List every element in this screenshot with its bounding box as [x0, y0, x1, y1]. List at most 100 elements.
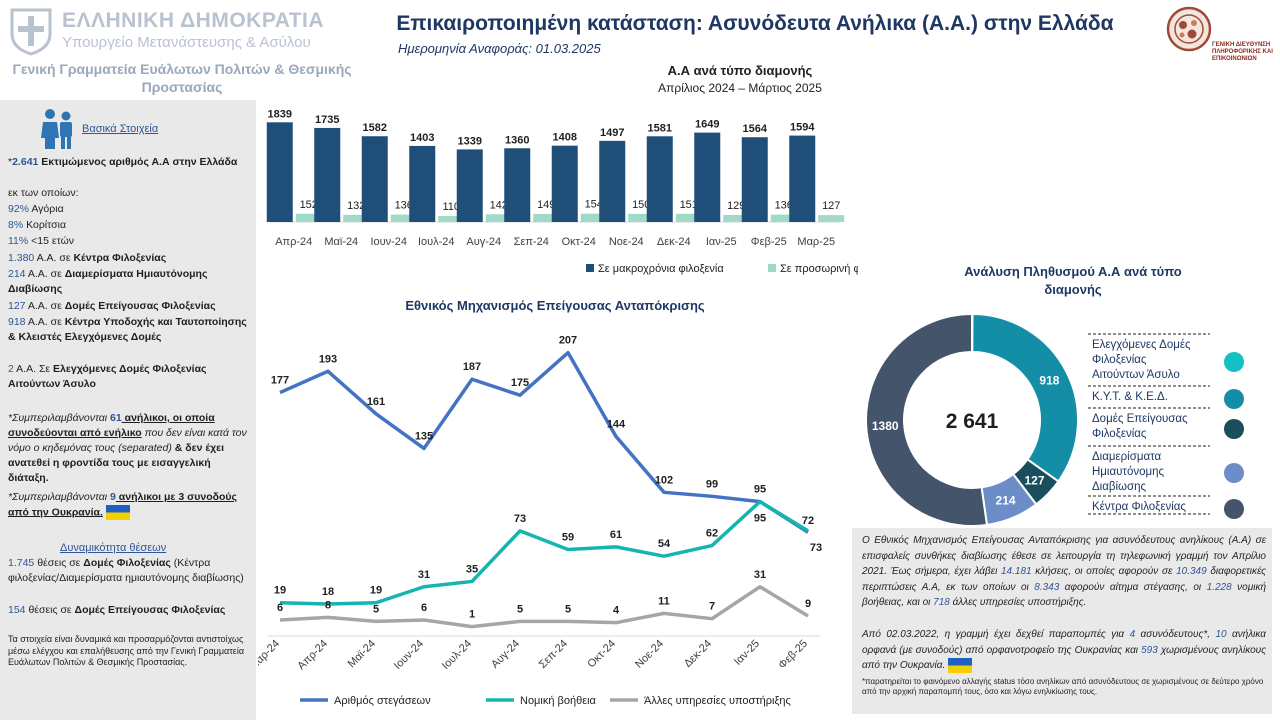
girls-line: 8% Κορίτσια — [8, 219, 67, 231]
bar-long-term — [266, 122, 293, 222]
line-chart-title: Εθνικός Μηχανισμός Επείγουσας Ανταπόκρισ… — [405, 298, 705, 313]
line-category-label: Οκτ-24 — [585, 638, 618, 671]
bar-category-label: Οκτ-24 — [562, 236, 596, 248]
donut-legend-swatch — [1224, 389, 1244, 409]
emergency-capacity-line: 154 θέσεις σε Δομές Επείγουσας Φιλοξενία… — [8, 604, 226, 616]
legend-swatch-temporary — [768, 264, 776, 272]
line-value-label: 5 — [517, 603, 523, 615]
directorate-logo-caption: ΓΕΝΙΚΗ ΔΙΕΥΘΥΝΣΗ ΠΛΗΡΟΦΟΡΙΚΗΣ ΚΑΙ ΕΠΙΚΟΙ… — [1212, 42, 1273, 62]
bar-category-label: Μαρ-25 — [797, 236, 835, 248]
bar-value-label: 154 — [585, 199, 603, 211]
line-value-label: 11 — [658, 595, 670, 607]
bar-long-term — [599, 140, 626, 222]
directorate-logo-icon — [1166, 6, 1212, 52]
bar-long-term — [456, 149, 483, 222]
line-value-label: 1 — [469, 609, 475, 621]
donut-legend-swatch — [1224, 499, 1244, 519]
bar-long-term — [646, 136, 673, 222]
asylum-structures-line: 2 Α.Α. Σε Ελεγχόμενες Δομές Φιλοξενίας Α… — [8, 363, 207, 390]
line-value-label: 19 — [370, 585, 382, 597]
children-icon — [41, 109, 72, 149]
bar-value-label: 1403 — [410, 132, 434, 144]
bar-temporary — [723, 215, 750, 222]
bar-value-label: 149 — [537, 199, 555, 211]
line-value-label: 73 — [514, 513, 526, 525]
greek-emblem-icon — [10, 8, 52, 56]
emergency-structures-line: 127 Α.Α. σε Δομές Επείγουσας Φιλοξενίας — [8, 300, 216, 312]
bar-category-label: Δεκ-24 — [657, 236, 691, 248]
bar-category-label: Αυγ-24 — [466, 236, 501, 248]
donut-slice — [865, 312, 989, 527]
bar-long-term — [551, 145, 578, 222]
line-value-label: 54 — [658, 538, 671, 550]
line-value-label: 61 — [610, 529, 622, 541]
left-info-panel — [0, 100, 256, 720]
bar-temporary — [295, 213, 322, 222]
donut-center-total: 2 641 — [946, 410, 999, 433]
of-which-line: εκ των οποίων: — [8, 187, 79, 199]
bar-value-label: 1649 — [695, 119, 719, 131]
line-housing — [279, 350, 809, 534]
bar-temporary — [580, 213, 607, 222]
boys-line: 92% Αγόρια — [8, 203, 64, 215]
donut-value-label: 918 — [1039, 373, 1059, 387]
line-value-label: 5 — [565, 603, 571, 615]
bar-long-term — [409, 145, 436, 222]
line-value-label: 99 — [706, 478, 718, 490]
reference-date: Ημερομηνία Αναφοράς: 01.03.2025 — [398, 41, 601, 56]
semi-independent-line: 214 Α.Α. σε Διαμερίσματα Ημιαυτόνομης Δι… — [8, 268, 208, 295]
bar-temporary — [390, 214, 417, 222]
line-value-label: 187 — [463, 361, 481, 373]
line-value-label: 6 — [277, 602, 283, 614]
ukraine-flag-icon — [948, 658, 973, 673]
donut-legend-label: Κέντρα Φιλοξενίας — [1092, 501, 1186, 513]
line-value-label: 4 — [613, 605, 620, 617]
line-value-label: 144 — [607, 418, 626, 430]
bar-value-label: 1839 — [268, 108, 292, 120]
line-value-label: 31 — [754, 569, 766, 581]
line-value-label: 177 — [271, 375, 289, 387]
bar-value-label: 1360 — [505, 134, 529, 146]
bar-value-label: 152 — [300, 199, 318, 211]
bar-value-label: 151 — [680, 199, 698, 211]
bar-value-label: 142 — [490, 199, 508, 211]
line-value-label: 207 — [559, 335, 577, 347]
legend-line-label: Άλλες υπηρεσίες υποστήριξης — [644, 695, 791, 707]
bar-temporary — [628, 213, 655, 222]
bar-long-term — [741, 137, 768, 222]
line-value-label: 95 — [754, 513, 766, 525]
line-legal — [279, 499, 809, 606]
bar-category-label: Ιαν-25 — [706, 236, 737, 248]
bar-category-label: Ιουλ-24 — [418, 236, 455, 248]
bar-value-label: 110 — [442, 201, 460, 213]
line-value-label: 62 — [706, 528, 718, 540]
line-value-label: 19 — [274, 585, 286, 597]
bar-value-label: 1497 — [600, 127, 624, 139]
line-value-label: 9 — [805, 598, 811, 610]
donut-legend-label: Φιλοξενίας — [1092, 428, 1147, 440]
bar-category-label: Ιουν-24 — [370, 236, 407, 248]
donut-legend-label: Κ.Υ.Τ. & Κ.Ε.Δ. — [1092, 391, 1168, 403]
bar-temporary — [438, 216, 465, 222]
line-value-label: 95 — [754, 484, 766, 496]
accommodation-centers-line: 1.380 A.A. σε Κέντρα Φιλοξενίας — [8, 252, 167, 264]
ukraine-minors-note: *Συμπεριλαμβάνονται 9 ανήλικοι με 3 συνο… — [8, 491, 237, 520]
line-value-label: 7 — [709, 601, 715, 613]
info-paragraph-1: Ο Εθνικός Μηχανισμός Επείγουσας Ανταπόκρ… — [862, 535, 1267, 608]
donut-legend-label: Ελεγχόμενες Δομές — [1092, 339, 1191, 351]
line-value-label: 175 — [511, 377, 529, 389]
line-value-label: 73 — [810, 542, 822, 554]
line-value-label: 8 — [325, 599, 331, 611]
legend-swatch-long-term — [586, 264, 594, 272]
bar-value-label: 150 — [632, 199, 650, 211]
bar-long-term — [789, 135, 816, 222]
bar-value-label: 1564 — [743, 123, 768, 135]
line-category-label: Νοε-24 — [633, 638, 666, 671]
legend-label-temporary: Σε προσωρινή φιλοξενία — [780, 263, 858, 275]
bar-category-label: Απρ-24 — [275, 236, 312, 248]
line-category-label: Μαϊ-24 — [346, 638, 378, 670]
line-category-label: Σεπ-24 — [537, 638, 570, 671]
line-category-label: Απρ-24 — [295, 638, 330, 673]
basic-info-title: Βασικά Στοιχεία — [82, 123, 159, 135]
